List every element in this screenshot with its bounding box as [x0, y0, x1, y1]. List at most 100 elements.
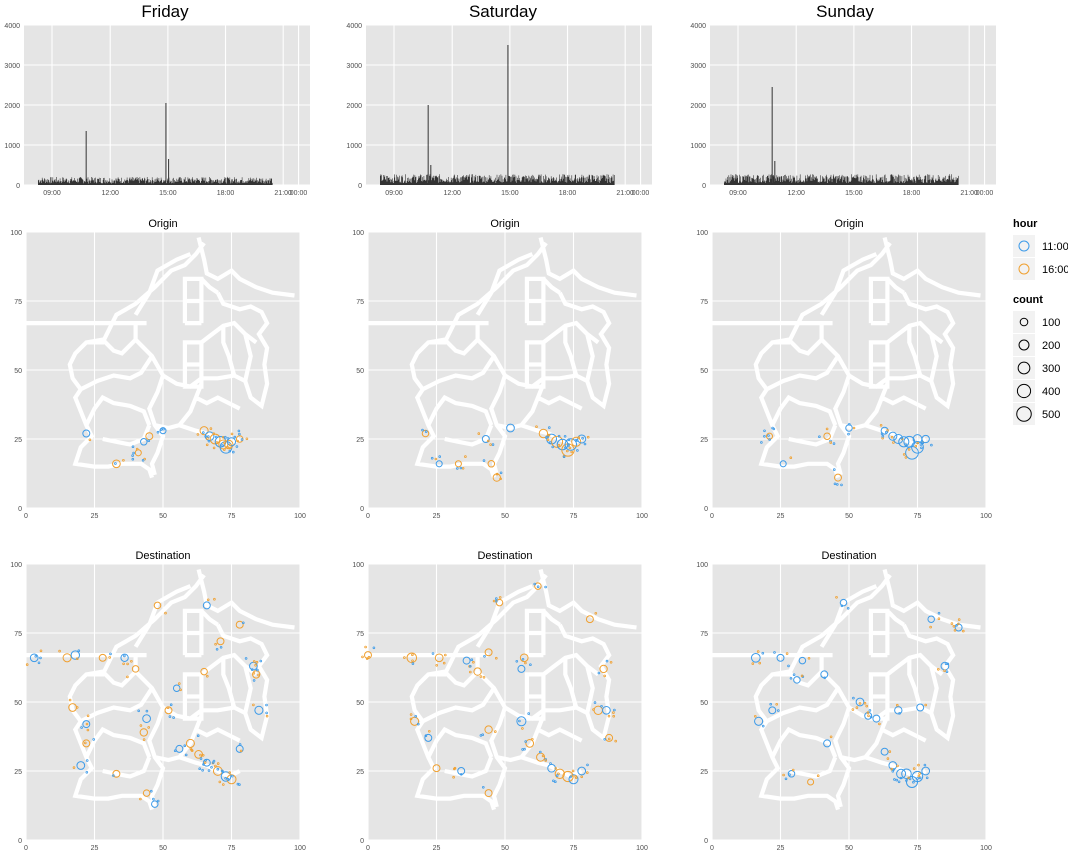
- data-point: [159, 427, 167, 435]
- data-point-small: [224, 435, 227, 439]
- data-point: [82, 429, 91, 438]
- data-point: [185, 738, 195, 748]
- data-point-small: [499, 477, 502, 481]
- data-point-small: [592, 708, 595, 711]
- data-point-small: [895, 703, 899, 707]
- data-point: [839, 598, 848, 607]
- data-point-small: [199, 757, 203, 760]
- data-point-small: [189, 747, 193, 751]
- data-point-small: [788, 773, 791, 776]
- data-point-small: [756, 650, 760, 653]
- x-tick-label: 21:00: [960, 190, 978, 197]
- data-point-small: [816, 774, 820, 777]
- y-tick-label: 25: [356, 437, 364, 444]
- panel-title: Destination: [821, 550, 876, 562]
- y-tick-label: 2000: [690, 103, 706, 110]
- data-point: [82, 720, 91, 729]
- data-point-small: [753, 714, 757, 718]
- data-point-small: [206, 674, 209, 678]
- data-point-small: [183, 744, 187, 747]
- data-point: [432, 764, 441, 773]
- data-point-small: [916, 441, 919, 445]
- data-point-small: [202, 763, 205, 766]
- data-point: [200, 667, 208, 676]
- panel-title: Origin: [148, 218, 177, 230]
- data-point: [855, 697, 865, 707]
- data-point-small: [231, 774, 234, 778]
- x-tick-label: 18:00: [559, 190, 577, 197]
- data-point: [901, 768, 912, 780]
- data-point-small: [479, 675, 483, 678]
- data-point-small: [865, 704, 868, 708]
- data-point-small: [952, 624, 956, 628]
- data-point-small: [944, 662, 948, 666]
- x-tick-label: 0: [710, 845, 714, 852]
- data-point-small: [190, 749, 194, 752]
- data-point: [872, 714, 881, 723]
- data-point-small: [132, 451, 135, 455]
- y-tick-label: 0: [360, 506, 364, 513]
- data-point: [517, 664, 526, 673]
- data-point: [602, 705, 611, 715]
- data-point-small: [430, 456, 434, 460]
- y-tick-label: 4000: [4, 23, 20, 30]
- data-point-small: [472, 660, 475, 664]
- data-point: [798, 656, 807, 665]
- data-point-small: [39, 649, 43, 653]
- y-tick-label: 50: [356, 368, 364, 375]
- data-point-small: [551, 445, 554, 449]
- map-destination-friday: Destination 0 25 50 75 100 0 25 50 75 100: [10, 550, 306, 852]
- data-point: [495, 598, 504, 607]
- data-point: [112, 459, 121, 469]
- data-point-small: [936, 667, 940, 671]
- data-point-small: [252, 703, 255, 707]
- data-point-small: [39, 656, 42, 660]
- legend-count-key: [1017, 361, 1031, 375]
- data-point-small: [953, 628, 957, 632]
- data-point-small: [767, 434, 770, 437]
- data-point-small: [574, 438, 578, 442]
- y-tick-label: 3000: [346, 63, 362, 70]
- data-point: [823, 739, 832, 748]
- data-point: [254, 705, 264, 715]
- data-point-small: [609, 660, 613, 664]
- data-point-small: [612, 714, 615, 718]
- data-point-small: [791, 768, 795, 772]
- data-point: [457, 767, 466, 775]
- data-point-small: [833, 482, 837, 486]
- data-point-small: [238, 783, 241, 786]
- data-point-small: [238, 432, 241, 436]
- data-point-small: [567, 444, 570, 447]
- data-point-small: [252, 671, 256, 675]
- data-point-small: [575, 439, 579, 442]
- y-tick-label: 1000: [4, 143, 20, 150]
- x-tick-label: 25: [433, 513, 441, 520]
- y-tick-label: 3000: [4, 63, 20, 70]
- data-point-small: [257, 673, 260, 677]
- data-point-small: [937, 611, 941, 615]
- data-point-small: [955, 623, 958, 627]
- x-tick-label: 0: [710, 513, 714, 520]
- data-point-small: [72, 766, 76, 769]
- y-tick-label: 25: [14, 769, 22, 776]
- data-point: [484, 789, 493, 798]
- data-point-small: [411, 653, 414, 657]
- data-point-small: [459, 772, 463, 776]
- data-point: [820, 670, 829, 679]
- data-point-small: [159, 428, 163, 431]
- data-point-small: [207, 439, 211, 443]
- data-point-small: [555, 774, 559, 777]
- legend-count-key: [1016, 383, 1032, 399]
- data-point-small: [226, 437, 230, 440]
- x-tick-label: 25: [777, 513, 785, 520]
- y-tick-label: 50: [14, 368, 22, 375]
- data-point-small: [852, 696, 855, 700]
- data-point-small: [114, 462, 117, 465]
- x-tick-label: 15:00: [159, 190, 177, 197]
- data-point-small: [768, 438, 771, 441]
- y-tick-label: 3000: [690, 63, 706, 70]
- data-point-small: [75, 706, 79, 709]
- data-point-small: [495, 472, 499, 476]
- x-tick-label: 75: [914, 845, 922, 852]
- data-point-small: [771, 426, 774, 430]
